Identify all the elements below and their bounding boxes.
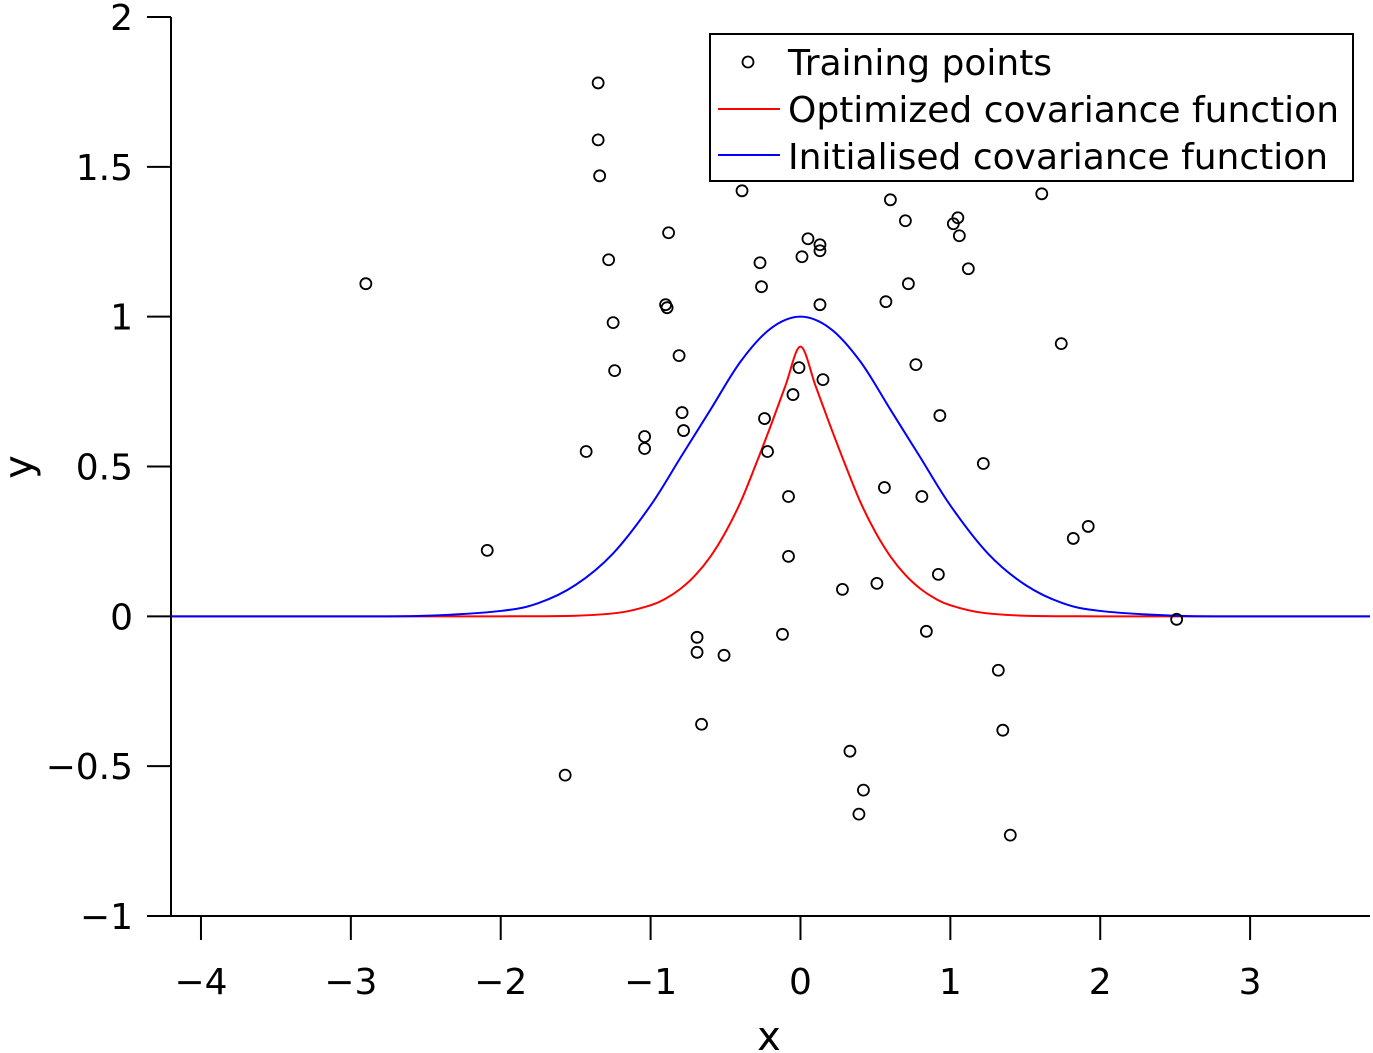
legend-label-initialised: Initialised covariance function (788, 137, 1328, 178)
training-point (1003, 828, 1017, 842)
training-point (915, 490, 929, 503)
training-point (1170, 612, 1184, 626)
training-point (690, 645, 704, 659)
axes: −4 −3 −2 −1 0 1 2 3 −1 −0.5 0 0.5 1 1.5 2 (46, 0, 1370, 1003)
legend-marker-training-points (741, 55, 755, 69)
y-axis-label: y (0, 455, 42, 479)
y-tick-label: −0.5 (46, 747, 133, 788)
x-axis-label: x (757, 1014, 781, 1053)
y-tick-label: 1 (110, 298, 133, 339)
training-point (558, 768, 572, 782)
training-point (976, 457, 990, 470)
training-point (879, 295, 893, 309)
training-points (359, 76, 1184, 842)
y-tick-label: −1 (80, 897, 133, 938)
x-tick-label: 2 (1089, 962, 1112, 1003)
training-point (677, 424, 690, 437)
training-point (593, 169, 607, 183)
training-point (816, 373, 830, 386)
training-point (792, 361, 806, 375)
training-point (758, 412, 771, 425)
training-point (1066, 532, 1080, 545)
training-point (933, 409, 947, 422)
y-tick-label: 0.5 (76, 448, 133, 489)
training-point (813, 298, 827, 312)
legend-label-optimized: Optimized covariance function (788, 90, 1339, 131)
y-tick-label: 2 (110, 0, 133, 39)
training-point (591, 133, 605, 147)
training-point (608, 364, 622, 378)
training-point (801, 232, 815, 246)
training-point (786, 388, 800, 401)
training-point (1054, 337, 1068, 351)
training-point (675, 406, 689, 419)
training-point (813, 238, 827, 252)
x-tick-label: 0 (789, 962, 812, 1003)
y-tick-label: 1.5 (76, 148, 133, 189)
training-point (813, 244, 827, 258)
training-point (717, 648, 731, 662)
training-point (782, 490, 795, 503)
y-ticks: −1 −0.5 0 0.5 1 1.5 2 (46, 0, 171, 938)
training-point (795, 250, 809, 264)
x-tick-label: −2 (474, 962, 527, 1003)
training-point (359, 277, 373, 291)
training-point (690, 630, 704, 644)
training-point (579, 445, 593, 458)
legend: Training points Optimized covariance fun… (709, 33, 1354, 182)
x-tick-label: −4 (174, 962, 227, 1003)
training-point (857, 783, 870, 797)
training-point (996, 723, 1010, 737)
training-point (761, 445, 774, 458)
training-point (672, 349, 686, 363)
x-tick-label: 3 (1239, 962, 1262, 1003)
training-point (931, 567, 945, 581)
training-point (753, 256, 767, 270)
x-tick-label: −3 (324, 962, 377, 1003)
training-point (591, 76, 605, 90)
training-point (606, 316, 620, 330)
training-point (480, 544, 494, 557)
optimized-covariance-line (171, 345, 1370, 618)
training-point (695, 717, 708, 731)
training-point (660, 301, 674, 315)
training-point (951, 211, 965, 225)
x-ticks: −4 −3 −2 −1 0 1 2 3 (174, 916, 1262, 1003)
training-point (735, 184, 749, 198)
training-point (852, 807, 866, 821)
x-tick-label: 1 (939, 962, 962, 1003)
training-point (662, 226, 675, 240)
training-point (919, 624, 933, 638)
training-point (909, 358, 923, 372)
legend-box (709, 33, 1354, 182)
training-point (602, 253, 616, 267)
training-point (782, 550, 795, 563)
training-point (1035, 187, 1049, 201)
training-point (638, 430, 652, 443)
training-point (952, 229, 966, 243)
training-point (836, 582, 849, 596)
y-tick-label: 0 (110, 597, 133, 638)
training-point (898, 214, 912, 228)
training-point (638, 442, 652, 455)
training-point (901, 277, 915, 291)
training-point (1081, 520, 1095, 533)
training-point (991, 663, 1005, 677)
training-point (843, 744, 857, 758)
series-lines (171, 315, 1370, 618)
training-point (870, 576, 884, 590)
training-point (776, 627, 789, 641)
training-point (755, 280, 768, 294)
initialised-covariance-line (171, 315, 1370, 618)
x-tick-label: −1 (624, 962, 677, 1003)
training-point (884, 193, 897, 207)
legend-label-training-points: Training points (787, 43, 1052, 84)
training-point (878, 481, 891, 494)
training-point (961, 262, 975, 276)
